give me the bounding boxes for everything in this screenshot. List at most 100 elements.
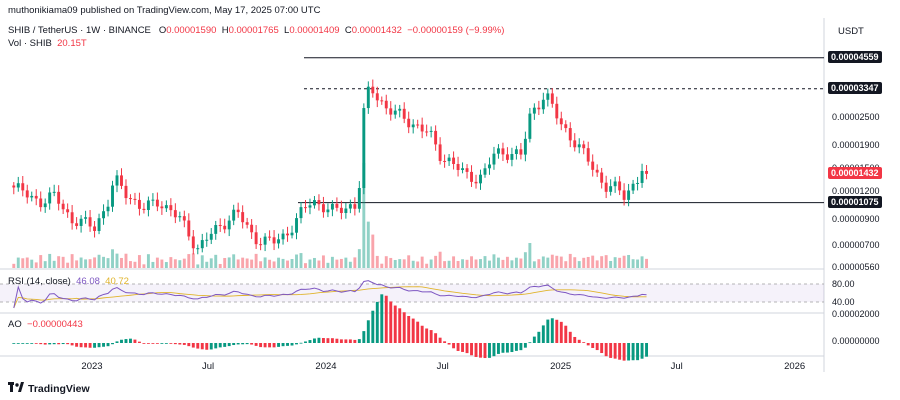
candle-body — [591, 161, 595, 170]
ao-bar — [618, 343, 622, 360]
candle-body — [259, 244, 263, 246]
candle-body — [295, 218, 298, 233]
candle-body — [353, 204, 357, 209]
symbol-legend[interactable]: SHIB / TetherUS · 1W · BINANCE O0.000015… — [8, 25, 504, 36]
ao-bar — [313, 338, 316, 343]
ao-bar — [277, 343, 281, 347]
price-tag: 0.00001075 — [828, 195, 882, 208]
volume-bar — [57, 256, 61, 268]
volume-bar — [375, 255, 379, 268]
ao-bar — [470, 343, 473, 356]
candle-body — [402, 108, 406, 119]
ao-bar — [537, 331, 541, 343]
volume-bar — [223, 257, 227, 268]
ao-bar — [196, 343, 200, 349]
candle-body — [344, 208, 348, 214]
ao-bar — [43, 343, 47, 345]
volume-bar — [438, 251, 442, 268]
ao-bar — [371, 310, 375, 343]
ao-bar — [528, 342, 532, 344]
candle-body — [519, 149, 523, 155]
volume-bar — [169, 257, 173, 268]
candle-body — [187, 220, 191, 237]
volume-legend[interactable]: Vol · SHIB 20.15T — [8, 38, 87, 49]
candle-body — [366, 86, 370, 109]
ao-axis-zero: 0.00000000 — [832, 336, 880, 346]
volume-bar — [52, 260, 56, 268]
volume-bar — [133, 261, 137, 268]
volume-bar — [492, 254, 496, 268]
volume-bar — [434, 255, 438, 268]
volume-bar — [564, 261, 568, 268]
candle-body — [52, 191, 56, 193]
candle-body — [636, 182, 640, 184]
volume-bar — [411, 260, 415, 268]
candle-body — [586, 148, 590, 162]
candle-body — [12, 185, 16, 188]
volume-bar — [407, 255, 411, 268]
volume-bar — [286, 260, 289, 268]
volume-bar — [151, 261, 155, 268]
volume-bar — [398, 259, 402, 268]
ao-bar — [245, 343, 249, 345]
candle-body — [474, 181, 478, 184]
x-tick-label: Jul — [670, 361, 683, 372]
currency-label[interactable]: USDT — [838, 26, 864, 37]
ao-bar — [106, 343, 110, 347]
ao-bar — [523, 343, 527, 348]
volume-bar — [30, 259, 34, 268]
candle-body — [523, 138, 527, 155]
ao-bar — [550, 318, 554, 343]
tradingview-logo[interactable]: TradingView — [8, 382, 90, 395]
candle-body — [21, 183, 25, 191]
candle-body — [384, 100, 388, 109]
candle-body — [209, 233, 213, 240]
candle-body — [286, 233, 289, 236]
volume-bar — [640, 256, 644, 268]
rsi-legend[interactable]: RSI (14, close) 46.08 40.72 — [8, 276, 129, 287]
ao-bar — [205, 343, 209, 350]
volume-bar — [34, 262, 38, 268]
volume-bar — [129, 261, 132, 268]
volume-bar — [591, 255, 595, 268]
ao-bar — [456, 343, 460, 351]
candle-body — [348, 204, 352, 209]
volume-bar — [268, 259, 272, 268]
candle-body — [268, 236, 272, 238]
volume-bar — [474, 259, 478, 268]
ao-bar — [330, 338, 334, 343]
ao-bar — [452, 343, 456, 349]
ao-bar — [111, 343, 114, 345]
open-value: 0.00001590 — [166, 25, 217, 36]
ao-bar — [263, 343, 267, 348]
ao-bar — [137, 341, 141, 343]
candle-body — [232, 209, 236, 221]
volume-bar — [111, 249, 114, 268]
ao-bar — [290, 343, 294, 346]
ao-bar — [164, 343, 168, 344]
volume-bar — [532, 261, 536, 268]
symbol-name: SHIB / TetherUS · 1W · BINANCE — [8, 25, 151, 36]
volume-bar — [348, 261, 352, 268]
candle-body — [146, 200, 150, 211]
low-label: L — [284, 25, 290, 36]
x-tick-label: 2025 — [550, 361, 572, 372]
candle-body — [223, 225, 227, 230]
volume-bar — [479, 259, 482, 268]
ao-bar — [496, 343, 500, 354]
volume-bar — [241, 257, 245, 268]
volume-bar — [357, 249, 361, 268]
volume-bar — [259, 261, 263, 268]
candle-body — [124, 185, 128, 199]
ao-bar — [218, 343, 222, 348]
candle-body — [407, 118, 411, 128]
volume-bar — [456, 260, 460, 268]
ao-bar — [546, 319, 550, 343]
volume-bar — [155, 257, 159, 268]
ao-bar — [434, 333, 438, 343]
price-tag: 0.00001432 — [828, 166, 882, 179]
ao-legend[interactable]: AO −0.00000443 — [8, 319, 83, 330]
candle-body — [330, 203, 334, 210]
ao-bar — [443, 341, 447, 343]
